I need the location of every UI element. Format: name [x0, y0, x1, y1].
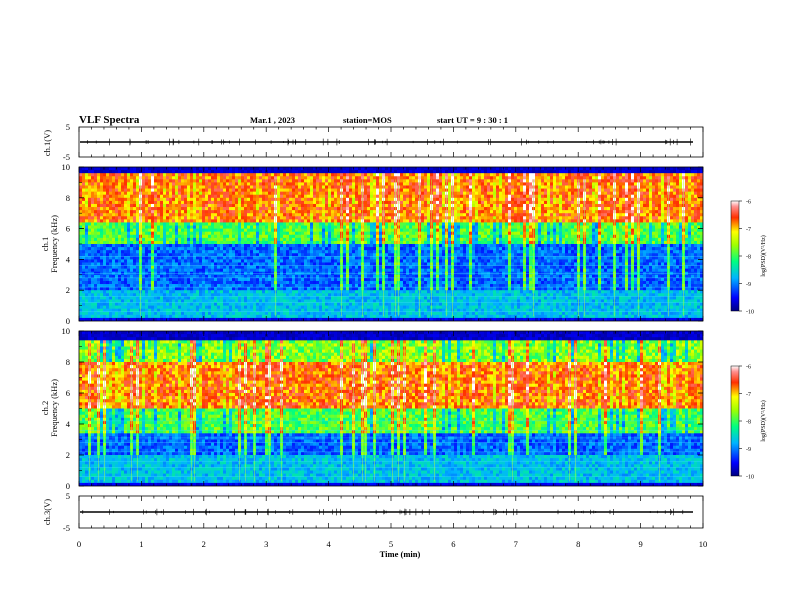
x-axis-label: Time (min) [380, 549, 421, 559]
ch2-spectrogram-panel: 0 2 4 6 8 10 ch.2 Frequency (kHz) -6 -7 -8 -9 -10… [40, 326, 767, 491]
freq-tick-label: 6 [66, 388, 70, 398]
ch3-ytick-top: 5 [66, 491, 70, 501]
date-label: Mar.1 , 2023 [250, 115, 295, 125]
time-axis-ticks: 0 1 2 3 4 5 6 7 8 9 10 [77, 127, 707, 549]
time-tick-label: 8 [576, 539, 580, 549]
colorbar-tick-label: -6 [746, 365, 751, 371]
freq-tick-label: 4 [66, 419, 71, 429]
freq-tick-label: 8 [66, 193, 70, 203]
freq-tick-label: 2 [66, 285, 70, 295]
ch1-spectrogram-image [79, 167, 703, 321]
ch3-spikes [82, 508, 684, 516]
freq-tick-label: 10 [62, 326, 71, 336]
ch1-colorbar [730, 200, 740, 312]
ch1-colorbar-ticks: -6 -7 -8 -9 -10 [739, 200, 754, 316]
ch2-spec-ylabel-channel: ch.2 [40, 401, 50, 415]
ch1-ytick-top: 5 [66, 122, 70, 132]
ch2-spectrogram-image [79, 331, 703, 486]
ch2-colorbar [730, 365, 740, 477]
ch1-spectrogram-panel: 0 2 4 6 8 10 ch.1 Frequency (kHz) -6 -7 -8 -9 -10… [40, 162, 767, 326]
time-tick-label: 6 [451, 539, 455, 549]
ch1-ylabel: ch.1(V) [42, 130, 52, 156]
colorbar-tick-label: -10 [746, 475, 754, 481]
ch1-spec-ylabel-channel: ch.1 [40, 237, 50, 251]
colorbar-tick-label: -7 [746, 392, 751, 398]
ch1-colorbar-label: log(PSD)(V²/Hz) [760, 235, 767, 276]
ch1-spectrogram-yticks: 0 2 4 6 8 10 [62, 162, 703, 326]
time-tick-label: 9 [638, 539, 642, 549]
start-time-label: start UT = 9 : 30 : 1 [437, 115, 508, 125]
ch2-spec-ylabel-freq: Frequency (kHz) [49, 379, 59, 437]
time-tick-label: 1 [139, 539, 143, 549]
time-tick-label: 3 [264, 539, 268, 549]
time-tick-label: 7 [514, 539, 518, 549]
time-tick-label: 0 [77, 539, 81, 549]
freq-tick-label: 6 [66, 224, 70, 234]
ch1-ytick-bottom: -5 [63, 152, 70, 162]
ch1-spec-ylabel-freq: Frequency (kHz) [49, 215, 59, 273]
time-tick-label: 4 [326, 539, 331, 549]
ch2-colorbar-label: log(PSD)(V²/Hz) [760, 400, 767, 441]
station-label: station=MOS [343, 115, 392, 125]
freq-tick-label: 8 [66, 357, 70, 367]
colorbar-tick-label: -6 [746, 200, 751, 206]
freq-tick-label: 4 [66, 254, 71, 264]
colorbar-tick-label: -8 [746, 420, 751, 426]
colorbar-tick-label: -7 [746, 227, 751, 233]
figure-title: VLF Spectra [79, 114, 140, 126]
freq-tick-label: 2 [66, 450, 70, 460]
colorbar-tick-label: -10 [746, 310, 754, 316]
time-tick-label: 2 [202, 539, 206, 549]
time-tick-label: 5 [389, 539, 393, 549]
colorbar-tick-label: -9 [746, 447, 751, 453]
freq-tick-label: 0 [66, 481, 70, 491]
ch2-colorbar-ticks: -6 -7 -8 -9 -10 [739, 365, 754, 481]
ch3-ylabel: ch.3(V) [42, 499, 52, 525]
ch2-spectrogram-yticks: 0 2 4 6 8 10 [62, 326, 703, 491]
ch3-ytick-bottom: -5 [63, 523, 70, 533]
time-tick-label: 10 [699, 539, 708, 549]
freq-tick-label: 10 [62, 162, 71, 172]
freq-tick-label: 0 [66, 316, 70, 326]
colorbar-tick-label: -9 [746, 282, 751, 288]
ch3-waveform-panel: 5 -5 ch.3(V) [42, 491, 704, 533]
colorbar-tick-label: -8 [746, 255, 751, 261]
ch1-spikes [87, 138, 691, 146]
